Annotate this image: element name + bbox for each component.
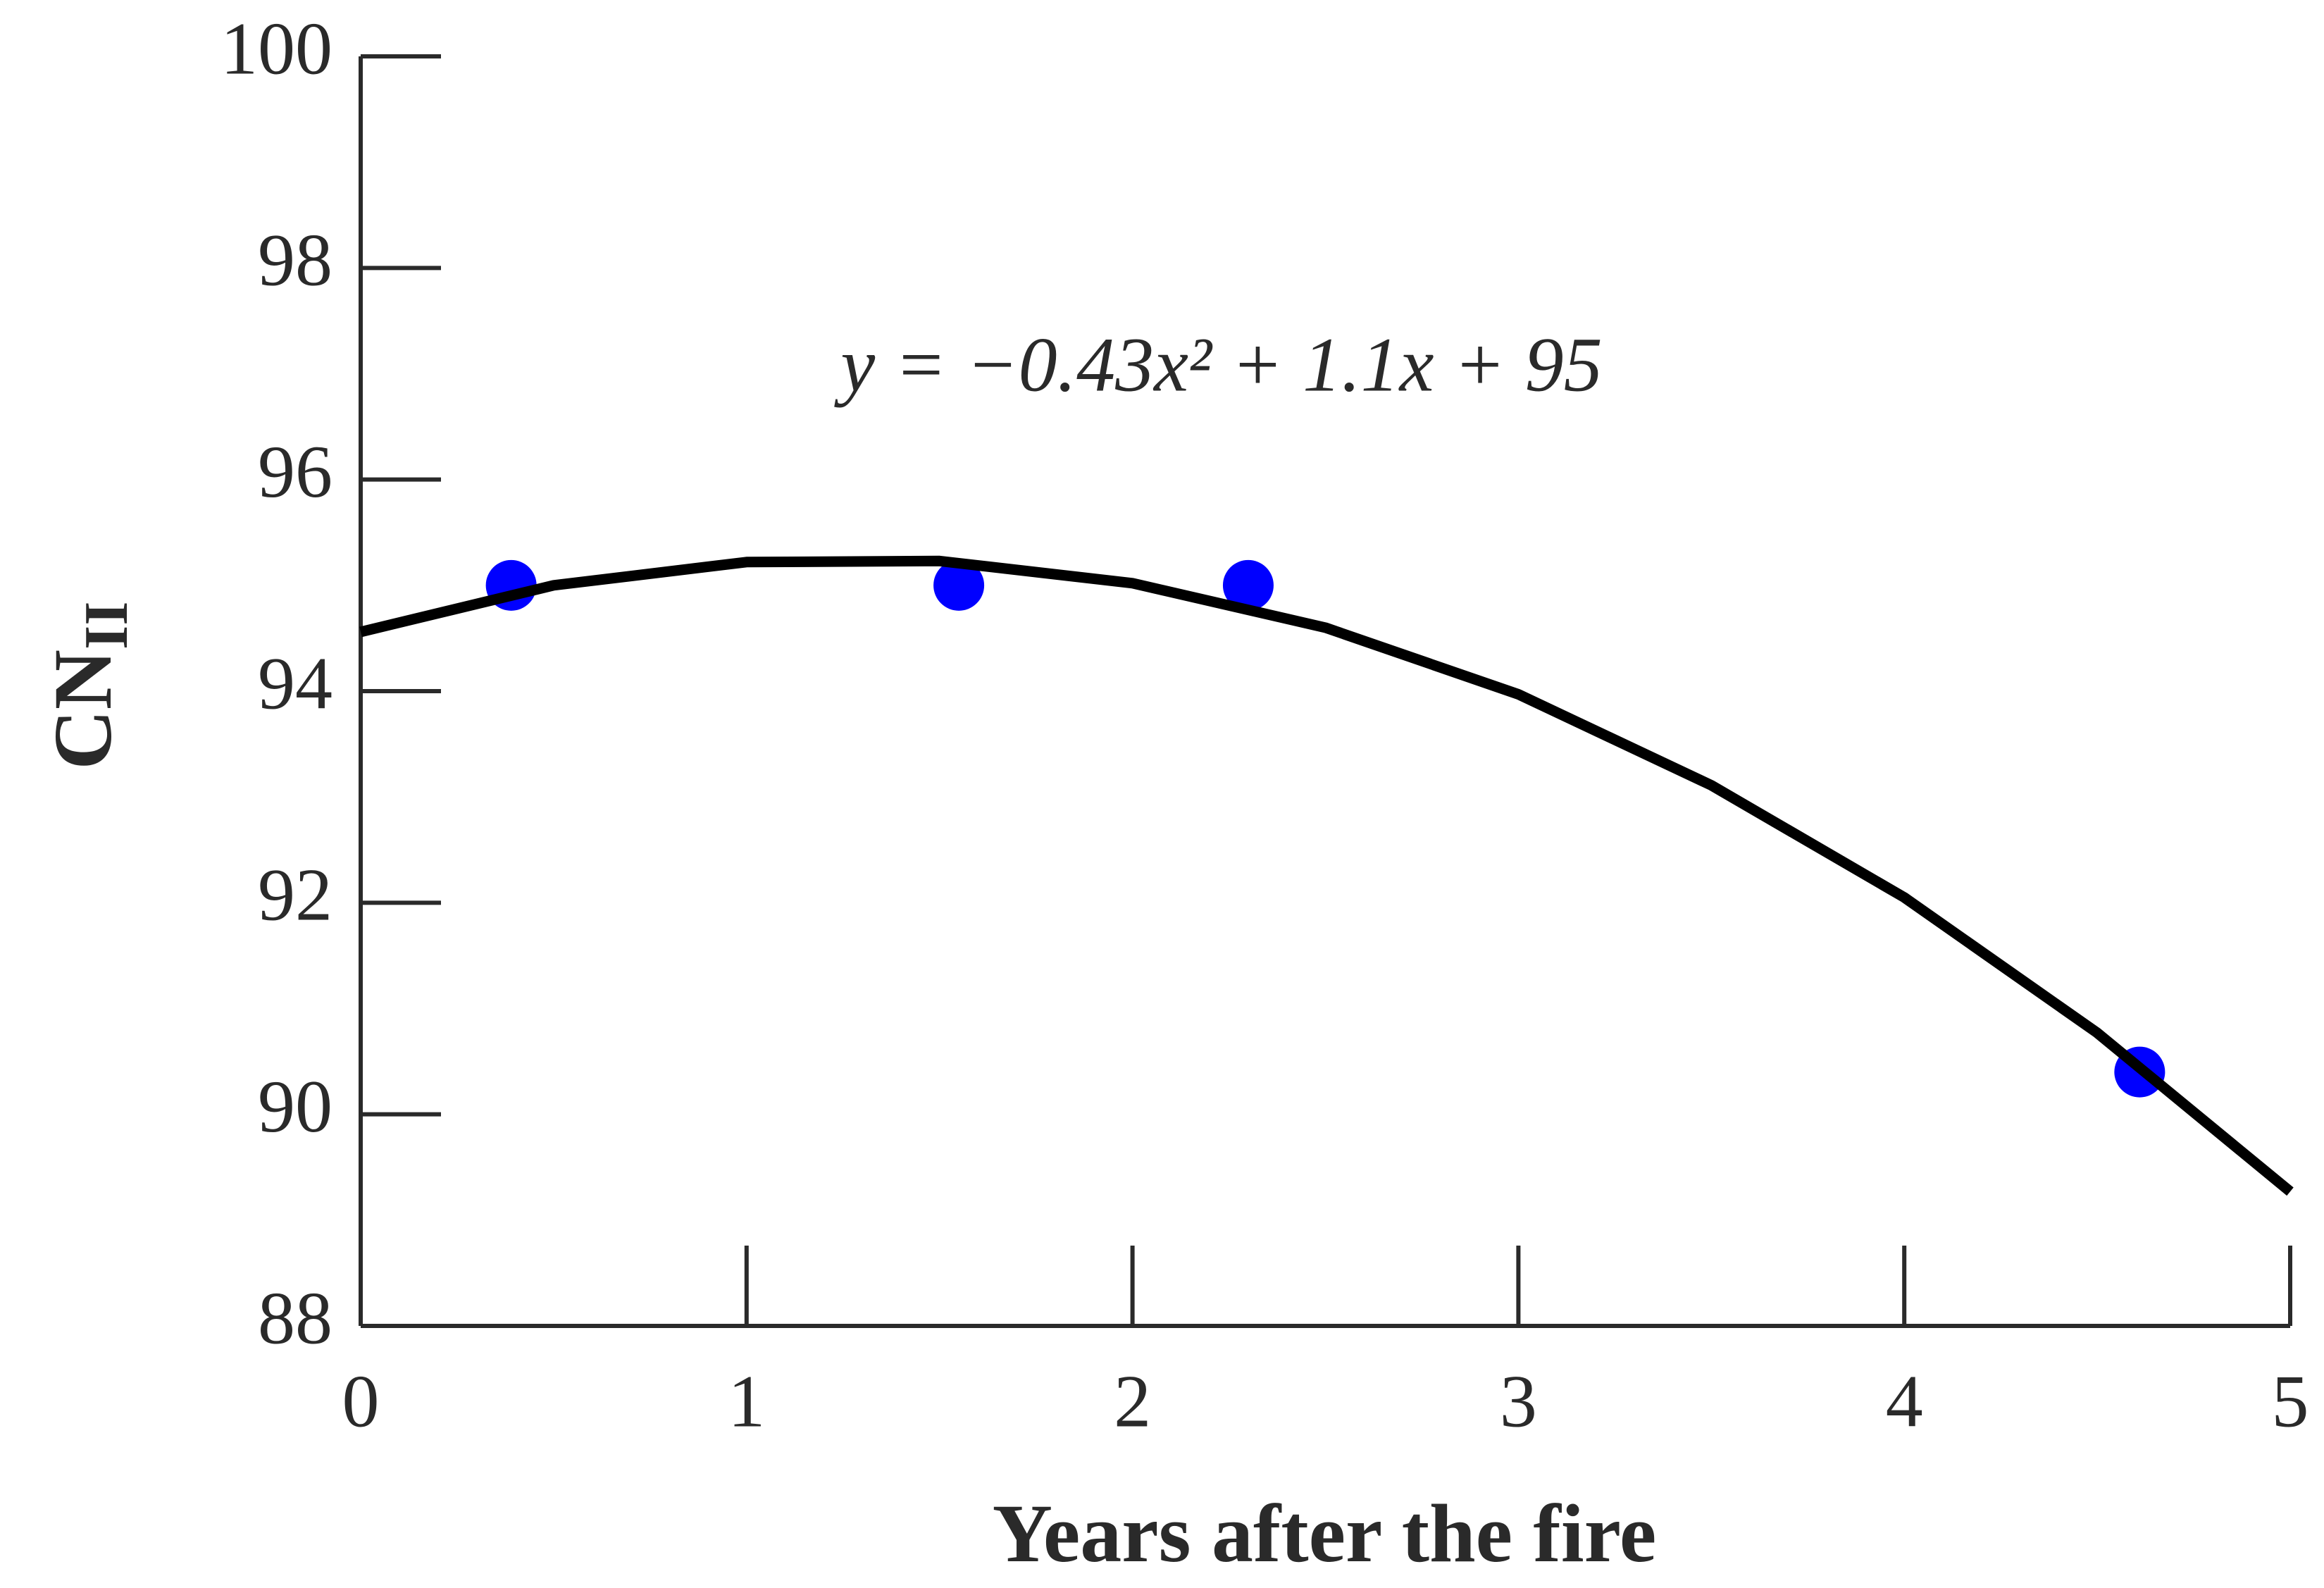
y-tick-label: 90 <box>258 1065 333 1148</box>
x-tick-label: 3 <box>1500 1360 1537 1442</box>
x-tick-label: 1 <box>728 1360 765 1442</box>
y-tick-label: 88 <box>258 1277 333 1359</box>
data-point <box>933 559 985 611</box>
x-tick-label: 0 <box>342 1360 380 1442</box>
y-tick-label: 100 <box>220 7 333 89</box>
y-tick-label: 92 <box>258 854 333 936</box>
y-tick-label: 98 <box>258 219 333 302</box>
y-tick-label: 96 <box>258 430 333 513</box>
fit-curve <box>359 555 2294 1196</box>
x-tick-label: 4 <box>1886 1360 1923 1442</box>
annotation: y = −0.43x² + 1.1x + 95 <box>833 321 1602 407</box>
x-tick-label: 5 <box>2272 1360 2309 1442</box>
data-point <box>1222 559 1274 611</box>
x-axis-label: Years after the fire <box>993 1487 1657 1580</box>
y-label-subscript: II <box>73 602 141 650</box>
y-axis-label: CNII <box>37 602 141 770</box>
x-tick-label: 2 <box>1114 1360 1151 1442</box>
y-label-main: CN <box>37 650 129 769</box>
y-tick-label: 94 <box>258 642 333 724</box>
